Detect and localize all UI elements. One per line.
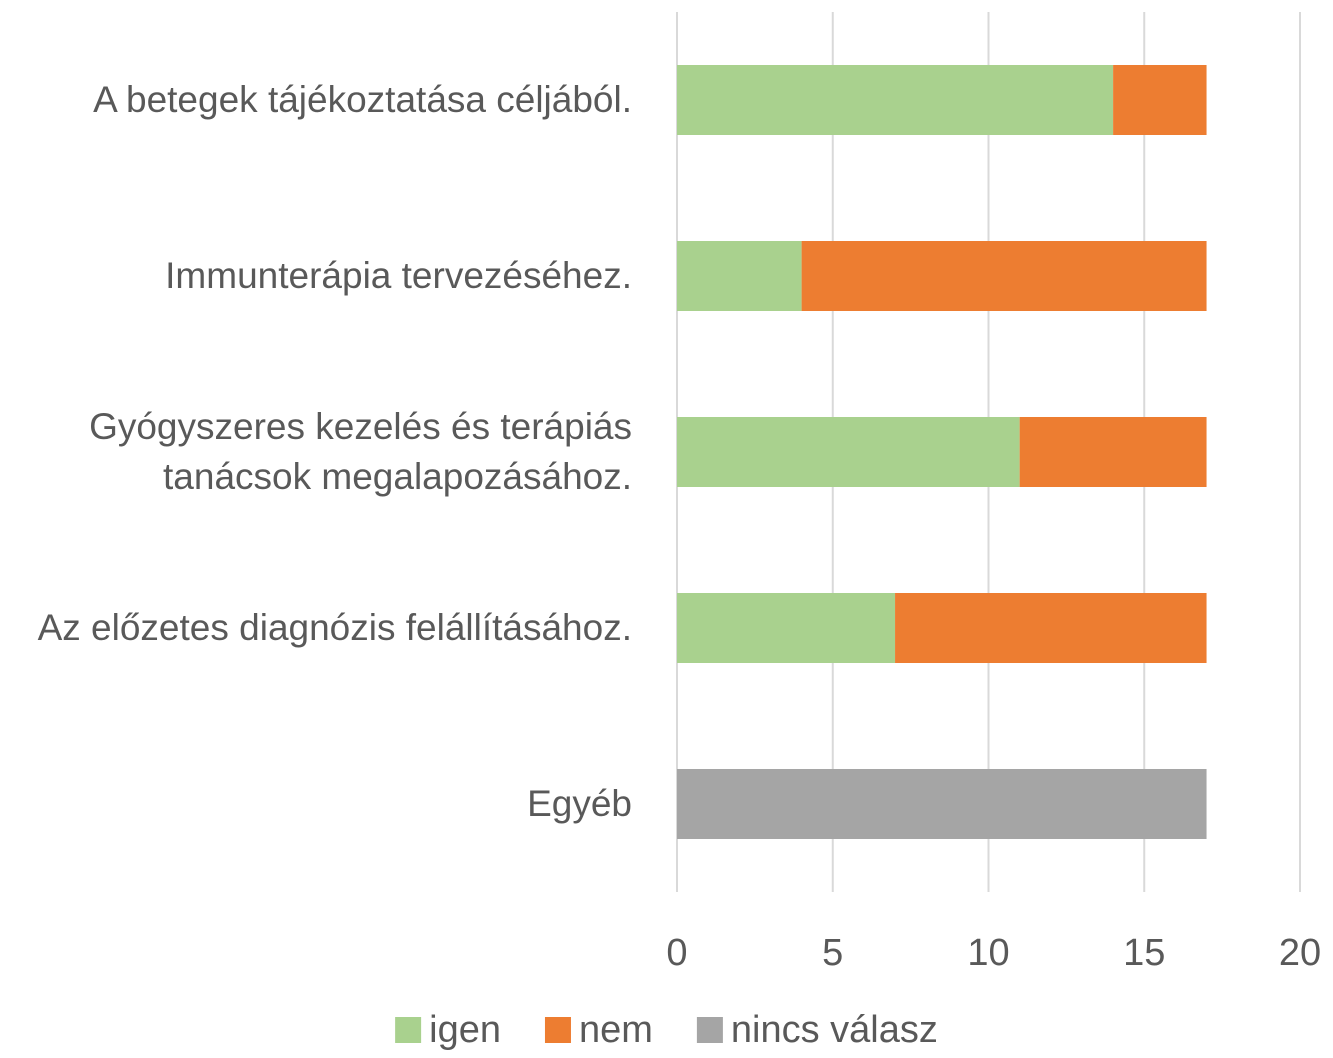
x-tick-label: 20	[1279, 932, 1321, 974]
legend-label: nem	[579, 1009, 653, 1051]
x-tick-label: 10	[967, 932, 1009, 974]
bar-segment	[677, 593, 896, 663]
y-tick-label: Gyógyszeres kezelés és terápiás tanácsok…	[89, 406, 632, 497]
legend-swatch	[395, 1017, 422, 1043]
bar-segment	[801, 241, 1207, 311]
bar-segment	[1113, 65, 1207, 135]
y-tick-label: A betegek tájékoztatása céljából.	[93, 79, 632, 120]
bar-segment	[677, 241, 802, 311]
legend-label: igen	[429, 1009, 501, 1051]
bar-segment	[677, 417, 1020, 487]
x-tick-label: 5	[822, 932, 843, 974]
legend-swatch	[696, 1017, 723, 1043]
y-tick-label: Immunterápia tervezéséhez.	[165, 255, 632, 296]
bar-segment	[1019, 417, 1207, 487]
bar-segment	[677, 769, 1207, 839]
x-tick-label: 0	[666, 932, 687, 974]
legend-swatch	[544, 1017, 571, 1043]
y-tick-label: Egyéb	[527, 783, 632, 824]
legend-label: nincs válasz	[731, 1009, 938, 1051]
bar-segment	[677, 65, 1114, 135]
y-tick-label: Az előzetes diagnózis felállításához.	[37, 607, 632, 648]
x-tick-label: 15	[1123, 932, 1165, 974]
bar-segment	[895, 593, 1207, 663]
